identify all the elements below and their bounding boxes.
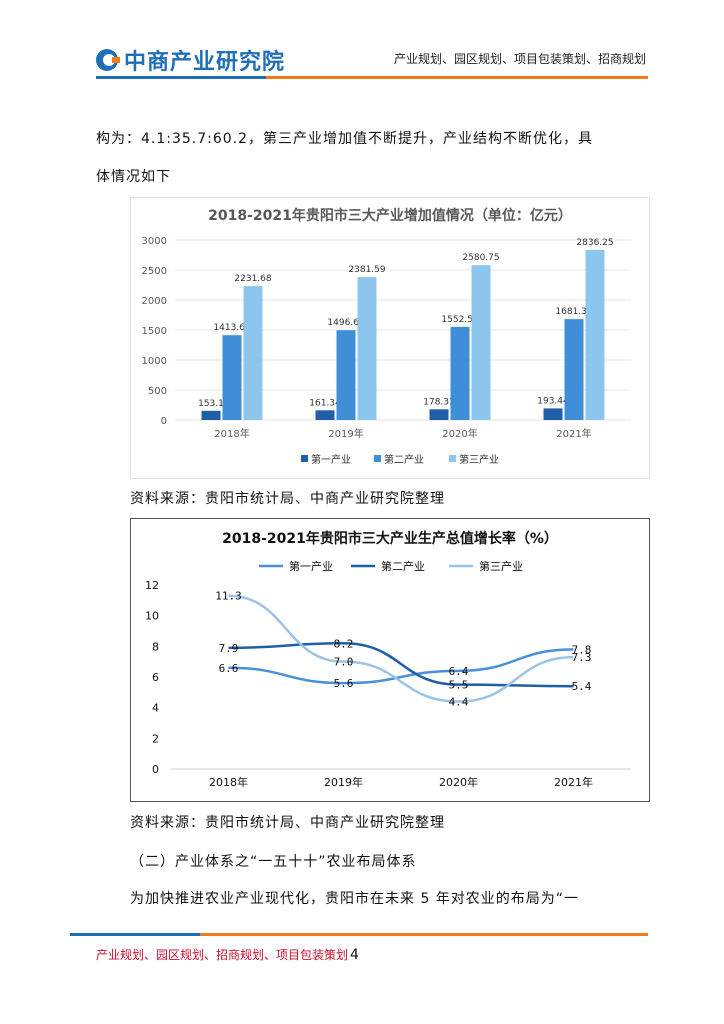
y-tick-label: 12 xyxy=(145,579,159,592)
legend-label: 第二产业 xyxy=(381,559,425,573)
chart-title: 2018-2021年贵阳市三大产业生产总值增长率（%） xyxy=(222,530,558,547)
y-tick-label: 1500 xyxy=(142,326,167,337)
data-label: 5.5 xyxy=(449,679,469,692)
paragraph-1: 构为：4.1:35.7:60.2，第三产业增加值不断提升，产业结构不断优化，具 xyxy=(96,131,594,147)
legend-swatch xyxy=(301,455,308,462)
data-label: 153.1 xyxy=(198,399,224,409)
bar-3 xyxy=(585,249,605,420)
data-label: 6.4 xyxy=(449,665,469,678)
bar-2 xyxy=(222,335,242,420)
footer-rule-blue xyxy=(70,933,200,936)
bar-2 xyxy=(564,319,584,420)
bar-1 xyxy=(429,409,449,420)
data-label: 7.3 xyxy=(572,651,592,664)
company-logo: 中商产业研究院 xyxy=(96,44,285,76)
data-label: 2836.25 xyxy=(576,238,613,248)
footer-text: 产业规划、园区规划、招商规划、项目包装策划 4 xyxy=(96,946,359,963)
series-line-1 xyxy=(228,648,574,685)
x-tick-label: 2021年 xyxy=(556,427,591,440)
data-label: 2231.68 xyxy=(234,274,271,284)
legend-label: 第一产业 xyxy=(289,559,333,573)
logo-text: 中商产业研究院 xyxy=(124,50,286,75)
y-tick-label: 2000 xyxy=(142,296,167,307)
legend-label: 第三产业 xyxy=(459,453,499,466)
data-label: 7.0 xyxy=(334,656,354,669)
logo-icon xyxy=(96,49,120,71)
y-tick-label: 10 xyxy=(145,610,159,623)
y-tick-label: 3000 xyxy=(142,236,167,247)
section-heading: （二）产业体系之“一五十十”农业布局体系 xyxy=(130,854,417,870)
source-note-2: 资料来源：贵阳市统计局、中商产业研究院整理 xyxy=(130,815,445,831)
paragraph-2: 体情况如下 xyxy=(96,169,171,185)
bar-1 xyxy=(315,410,335,420)
data-label: 1681.34 xyxy=(555,307,592,317)
data-label: 5.4 xyxy=(572,680,592,693)
data-label: 178.31 xyxy=(423,397,455,407)
y-tick-label: 1000 xyxy=(142,356,167,367)
series-line-2 xyxy=(228,642,574,688)
line-chart: 2018-2021年贵阳市三大产业生产总值增长率（%） 第一产业 第二产业 第三产业 0… xyxy=(145,530,631,789)
x-tick-label: 2020年 xyxy=(439,775,478,789)
legend-label: 第三产业 xyxy=(479,559,523,573)
header-rule-orange xyxy=(266,76,648,79)
data-label: 2381.59 xyxy=(348,265,385,275)
data-label: 161.34 xyxy=(309,398,341,408)
y-tick-label: 500 xyxy=(148,386,167,397)
bar-2 xyxy=(450,326,470,420)
bar-1 xyxy=(543,408,563,420)
data-label: 1413.67 xyxy=(213,323,250,333)
data-label: 8.2 xyxy=(334,637,354,650)
legend-swatch xyxy=(374,455,381,462)
chart-title: 2018-2021年贵阳市三大产业增加值情况（单位：亿元） xyxy=(208,207,572,224)
bar-1 xyxy=(201,410,221,420)
data-label: 2580.75 xyxy=(462,253,499,263)
x-tick-label: 2020年 xyxy=(442,427,477,440)
bar-2 xyxy=(336,330,356,420)
page-number: 4 xyxy=(350,947,359,963)
y-tick-label: 2500 xyxy=(142,266,167,277)
bar-chart-container: 2018-2021年贵阳市三大产业增加值情况（单位：亿元） 0 500 1000 150… xyxy=(130,197,650,479)
series-line-3 xyxy=(228,594,574,703)
x-tick-label: 2019年 xyxy=(328,427,363,440)
data-label: 1552.59 xyxy=(441,315,478,325)
x-tick-label: 2019年 xyxy=(324,775,363,789)
bar-3 xyxy=(471,265,491,420)
y-tick-label: 4 xyxy=(152,702,159,715)
legend-label: 第一产业 xyxy=(311,453,351,466)
x-tick-label: 2018年 xyxy=(214,427,249,440)
bar-chart: 2018-2021年贵阳市三大产业增加值情况（单位：亿元） 0 500 1000 150… xyxy=(142,207,631,466)
footer-rule-orange xyxy=(200,933,648,936)
data-label: 6.6 xyxy=(219,662,239,675)
y-tick-label: 2 xyxy=(152,732,159,745)
data-label: 7.8 xyxy=(572,643,592,656)
paragraph-3: 为加快推进农业产业现代化，贵阳市在未来 5 年对农业的布局为“一 xyxy=(130,891,580,907)
x-tick-label: 2021年 xyxy=(554,775,593,789)
x-tick-label: 2018年 xyxy=(209,775,248,789)
legend-label: 第二产业 xyxy=(384,453,424,466)
bar-3 xyxy=(243,286,263,420)
footer-label: 产业规划、园区规划、招商规划、项目包装策划 xyxy=(96,948,349,962)
header-tagline: 产业规划、园区规划、项目包装策划、招商规划 xyxy=(393,52,646,66)
data-label: 193.44 xyxy=(537,396,569,406)
legend-swatch xyxy=(449,455,456,462)
data-label: 11.3 xyxy=(215,590,242,603)
line-chart-container: 2018-2021年贵阳市三大产业生产总值增长率（%） 第一产业 第二产业 第三产业 0… xyxy=(130,518,650,802)
data-label: 1496.67 xyxy=(327,318,364,328)
y-tick-label: 0 xyxy=(161,416,167,427)
source-note-1: 资料来源：贵阳市统计局、中商产业研究院整理 xyxy=(130,491,445,507)
y-tick-label: 0 xyxy=(152,763,159,776)
data-label: 5.6 xyxy=(334,677,354,690)
y-tick-label: 8 xyxy=(152,640,159,653)
bar-3 xyxy=(357,277,377,420)
data-label: 4.4 xyxy=(449,696,469,709)
header-rule-blue xyxy=(96,76,266,79)
data-label: 7.9 xyxy=(219,642,239,655)
y-tick-label: 6 xyxy=(152,671,159,684)
